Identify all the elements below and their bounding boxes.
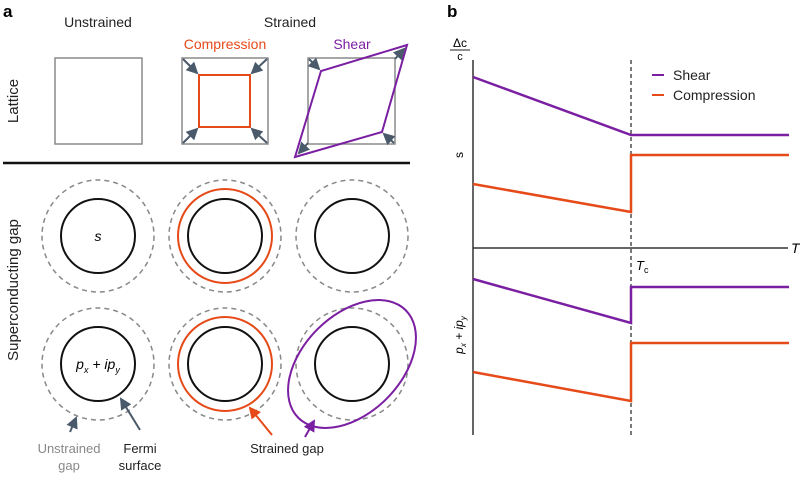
unstrained-gap-label-2: gap — [58, 458, 80, 473]
legend-shear: Shear — [673, 67, 711, 83]
strained-gap-arrow-shear — [303, 419, 315, 438]
unstrained-gap-label-1: Unstrained — [38, 441, 101, 456]
gap-row-label: Superconducting gap — [5, 219, 22, 361]
compression-heading: Compression — [184, 36, 266, 52]
panel-b-label: b — [447, 2, 457, 21]
strained-gap-label: Strained gap — [250, 441, 324, 456]
panel-a-label: a — [3, 2, 13, 21]
fermi-surface-label-2: surface — [119, 458, 162, 473]
compressed-gap-s — [177, 188, 273, 284]
shear-s-curve — [472, 75, 789, 137]
compression-p-curve — [472, 341, 789, 403]
y-label-denominator: c — [457, 51, 463, 63]
sheared-lattice — [293, 43, 409, 159]
x-axis-label: T — [791, 240, 800, 256]
compression-s-curve — [472, 153, 789, 214]
compressed-gap-p — [177, 316, 273, 412]
compression-arrows — [182, 58, 268, 144]
s-wave-label: s — [95, 228, 102, 244]
curves — [472, 75, 789, 403]
unstrained-lattice — [54, 57, 143, 145]
p-wave-label: px + ipy — [75, 356, 120, 375]
tc-label: Tc — [636, 258, 649, 275]
lower-section-label: px + ipy — [452, 315, 468, 355]
shear-arrows — [297, 47, 406, 155]
strained-gap-arrow-compression — [248, 406, 273, 436]
fermi-surface-label-1: Fermi — [123, 441, 156, 456]
shear-original-lattice — [307, 57, 396, 145]
shear-heading: Shear — [333, 36, 371, 52]
unstrained-gap-arrow — [66, 416, 78, 433]
compressed-lattice — [198, 74, 251, 128]
lattice-row-label: Lattice — [5, 79, 22, 123]
legend-compression: Compression — [673, 87, 755, 103]
unstrained-heading: Unstrained — [64, 14, 132, 30]
shear-p-curve — [472, 277, 789, 325]
gap-diagrams — [41, 179, 417, 429]
unstrained-gap-p — [41, 307, 155, 421]
fermi-surface-arrow — [119, 397, 141, 431]
strained-heading: Strained — [264, 14, 316, 30]
fermi-surface-p — [60, 326, 136, 402]
compression-original-lattice — [181, 57, 269, 145]
y-label-numerator: Δc — [453, 36, 467, 50]
upper-section-label: s — [452, 152, 466, 158]
fermi-surface-s — [60, 198, 136, 274]
sheared-gap-p — [287, 299, 417, 429]
unstrained-gap-s — [41, 179, 155, 293]
